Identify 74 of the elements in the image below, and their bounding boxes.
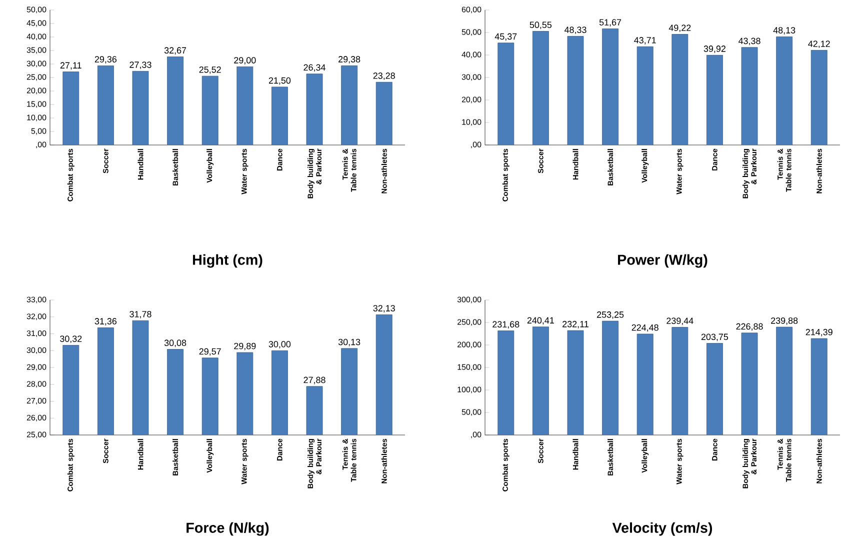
bar: [498, 330, 514, 435]
bar: [376, 82, 392, 145]
bar: [567, 330, 584, 435]
data-label: 50,55: [530, 22, 552, 30]
bar: [636, 46, 654, 145]
text: Force (N/kg): [186, 522, 269, 536]
data-label: 214,39: [806, 328, 832, 336]
data-label: 240,41: [527, 317, 554, 325]
bar: [167, 56, 184, 145]
data-label: 31,78: [130, 310, 152, 318]
data-label: 30,08: [164, 340, 186, 348]
bar: [672, 34, 688, 145]
data-label: 29,38: [338, 56, 360, 64]
data-label: 39,92: [704, 46, 726, 53]
data-label: 30,13: [338, 338, 360, 346]
data-label: 26,34: [304, 64, 326, 72]
bar: [636, 334, 654, 435]
data-label: 27,11: [60, 62, 82, 70]
data-label: 29,57: [199, 348, 221, 356]
data-label: 43,38: [738, 38, 760, 46]
data-label: 32,67: [164, 47, 186, 55]
bar: [532, 31, 549, 145]
bar: [202, 76, 218, 145]
data-label: 49,22: [668, 24, 691, 32]
data-label: 45,37: [494, 33, 517, 41]
data-label: 29,36: [94, 56, 117, 64]
data-label: 43,71: [634, 37, 656, 44]
bar: [132, 71, 149, 145]
data-label: 239,44: [666, 318, 694, 326]
data-label: 29,00: [234, 57, 256, 64]
data-label: 224,48: [632, 324, 658, 332]
bar: [341, 65, 358, 145]
data-label: 21,50: [268, 77, 291, 85]
data-label: 203,75: [701, 334, 728, 342]
data-label: 27,88: [304, 376, 326, 384]
bar: [62, 72, 80, 145]
data-label: 30,00: [268, 341, 291, 348]
bar: [706, 343, 723, 435]
bar: [810, 50, 828, 145]
bar: [776, 36, 793, 145]
bar: [706, 54, 723, 145]
data-label: 48,33: [564, 26, 586, 34]
bar: [306, 74, 323, 145]
data-label: 23,28: [373, 72, 395, 80]
bar: [602, 28, 618, 145]
bar: [498, 42, 514, 145]
data-label: 27,33: [130, 62, 152, 69]
data-label: 25,52: [199, 66, 221, 74]
data-label: 226,88: [736, 323, 763, 331]
data-label: 42,12: [808, 40, 830, 48]
data-label: 51,67: [599, 19, 622, 27]
data-label: 239,88: [771, 317, 798, 325]
data-label: 32,13: [373, 305, 395, 312]
data-label: 232,11: [562, 320, 588, 328]
data-label: 48,13: [773, 27, 796, 34]
bar: [236, 66, 254, 145]
bar: [602, 320, 618, 435]
bar: [741, 47, 758, 145]
data-label: 29,89: [234, 342, 256, 350]
bar: [97, 66, 114, 145]
text: Velocity (cm/s): [612, 522, 712, 536]
bar: [567, 36, 584, 145]
data-label: 31,36: [94, 318, 117, 326]
data-label: 231,68: [492, 321, 520, 329]
text: Hight (cm): [192, 254, 262, 268]
data-label: 253,25: [597, 311, 624, 319]
bar: [672, 327, 688, 435]
bar: [776, 326, 793, 435]
data-label: 30,32: [60, 336, 82, 344]
text: Power (W/kg): [618, 254, 708, 268]
bar: [532, 326, 549, 435]
bar: [810, 338, 828, 435]
bar: [272, 86, 288, 145]
bar: [741, 332, 758, 435]
